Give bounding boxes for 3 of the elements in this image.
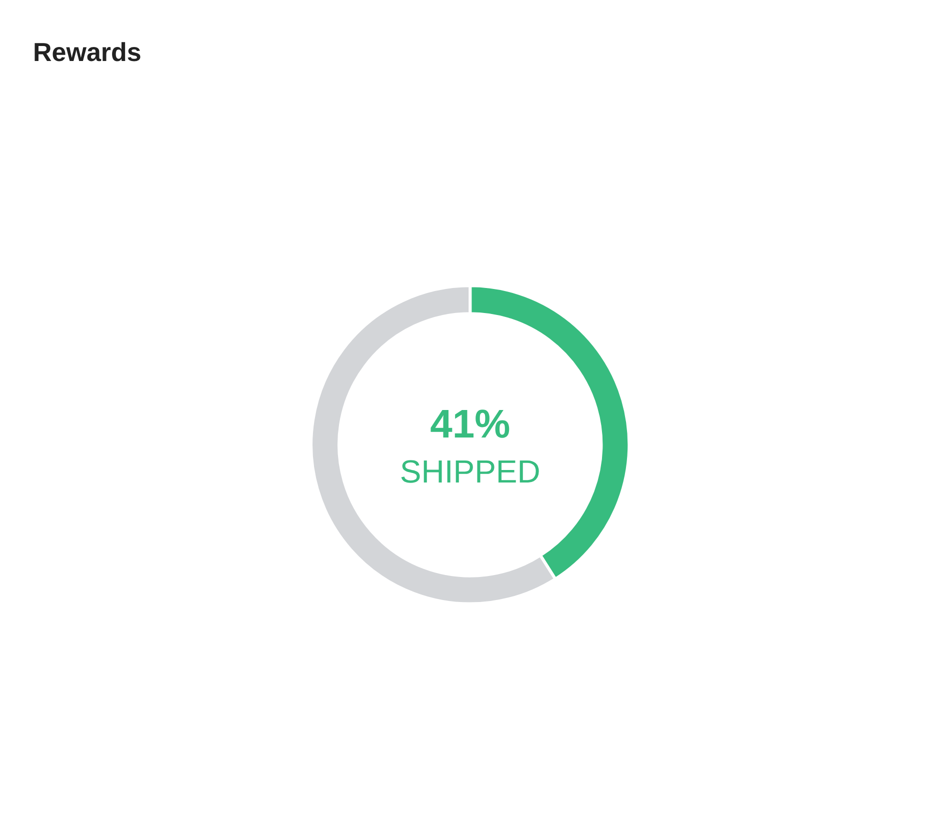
slice-label: SHIPPED — [400, 454, 540, 490]
data-label: 41% — [430, 402, 510, 447]
text: Rewards — [33, 37, 142, 67]
